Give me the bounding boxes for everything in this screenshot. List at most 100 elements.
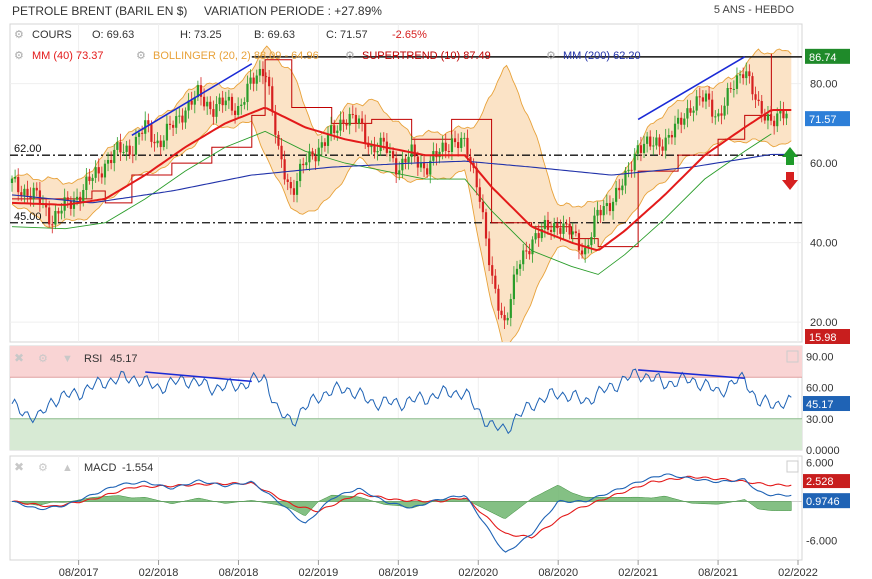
- candle: [735, 67, 739, 95]
- candle: [413, 138, 416, 163]
- x-tick-label: 02/2020: [458, 567, 498, 579]
- candle: [147, 113, 150, 133]
- candle: [131, 145, 134, 164]
- arrow-up-icon[interactable]: ▲: [62, 462, 73, 474]
- candle: [646, 131, 649, 153]
- rsi-plot: [10, 346, 802, 450]
- candle: [345, 119, 348, 130]
- candle: [150, 120, 153, 148]
- gear-icon[interactable]: ⚙: [14, 50, 24, 62]
- candle: [249, 69, 252, 90]
- candle: [639, 136, 643, 162]
- gear-icon[interactable]: ⚙: [345, 50, 355, 62]
- candle: [172, 120, 175, 137]
- price-plot: [10, 24, 802, 342]
- candle: [615, 180, 618, 206]
- candle: [512, 266, 515, 306]
- candle: [360, 111, 364, 132]
- x-tick-label: 08/2020: [538, 567, 578, 579]
- candle: [44, 199, 48, 217]
- axes: 62.00 45.00 80.00 60.00 40.00 20.00 86.74 71.57…: [14, 48, 850, 579]
- candle: [714, 110, 717, 125]
- candle: [481, 194, 485, 220]
- candle: [754, 86, 757, 109]
- candle: [268, 69, 271, 95]
- candle: [742, 67, 745, 85]
- level-label: 45.00: [14, 211, 42, 223]
- legend-open: O: 69.63: [92, 29, 134, 41]
- close-icon[interactable]: ✖: [14, 351, 24, 365]
- candle: [522, 243, 525, 271]
- candle: [478, 178, 481, 209]
- rsi-label: RSI: [84, 353, 102, 365]
- candle: [528, 243, 531, 260]
- candle: [336, 125, 339, 141]
- gear-icon[interactable]: ⚙: [546, 50, 556, 62]
- candle: [348, 107, 351, 135]
- candle: [330, 116, 333, 142]
- macd-plot: [10, 456, 802, 560]
- supertrend-line: [12, 53, 772, 248]
- candle: [605, 194, 608, 215]
- candle: [677, 109, 680, 130]
- candle: [258, 60, 261, 83]
- candle: [457, 133, 460, 157]
- candle: [410, 135, 413, 165]
- arrow-up-icon: [782, 147, 798, 165]
- candle: [667, 128, 670, 145]
- candle: [395, 151, 398, 184]
- candle: [134, 129, 138, 161]
- rsi-trendline: [145, 371, 252, 383]
- candle: [398, 161, 401, 181]
- candle: [20, 185, 23, 202]
- maximize-icon[interactable]: [786, 460, 799, 473]
- candle: [305, 153, 308, 170]
- candle: [206, 96, 209, 115]
- candle: [475, 161, 478, 196]
- candle: [673, 115, 677, 146]
- svg-text:2.528: 2.528: [806, 476, 834, 488]
- trendline: [637, 56, 746, 121]
- maximize-icon[interactable]: [786, 350, 799, 363]
- candle: [497, 284, 500, 320]
- candle: [357, 115, 361, 129]
- candle: [707, 86, 711, 107]
- candle: [128, 139, 131, 159]
- candle: [636, 140, 639, 161]
- rsi-y-tick: 60.00: [806, 383, 834, 395]
- candle: [212, 100, 215, 125]
- gear-icon[interactable]: ⚙: [38, 462, 48, 474]
- gear-icon[interactable]: ⚙: [38, 353, 48, 365]
- arrow-down-icon[interactable]: ▼: [62, 353, 73, 365]
- candle: [178, 106, 181, 124]
- badge-last: 71.57: [805, 111, 850, 127]
- x-tick-label: 08/2018: [219, 567, 259, 579]
- candle: [416, 151, 419, 176]
- candle: [683, 113, 686, 130]
- candle: [153, 133, 156, 152]
- candle: [608, 195, 612, 216]
- close-icon[interactable]: ✖: [14, 460, 24, 474]
- candle: [237, 97, 240, 119]
- candle: [515, 260, 519, 283]
- candle: [453, 130, 457, 148]
- candle: [664, 128, 667, 159]
- candle: [38, 181, 41, 212]
- candle: [680, 112, 683, 134]
- candle: [729, 82, 732, 93]
- candle: [168, 115, 172, 130]
- gear-icon[interactable]: ⚙: [136, 50, 146, 62]
- candle: [404, 155, 407, 170]
- candle: [568, 217, 571, 240]
- gear-icon[interactable]: ⚙: [14, 29, 24, 41]
- header-period: 5 ANS - HEBDO: [713, 4, 794, 16]
- candle: [91, 174, 94, 190]
- candle: [584, 239, 587, 263]
- candle: [611, 198, 615, 220]
- candle: [85, 168, 88, 199]
- legend-mm40: MM (40) 73.37: [32, 50, 104, 62]
- candle: [782, 101, 785, 126]
- candle: [311, 147, 314, 160]
- candle: [574, 224, 577, 237]
- candle: [763, 108, 766, 124]
